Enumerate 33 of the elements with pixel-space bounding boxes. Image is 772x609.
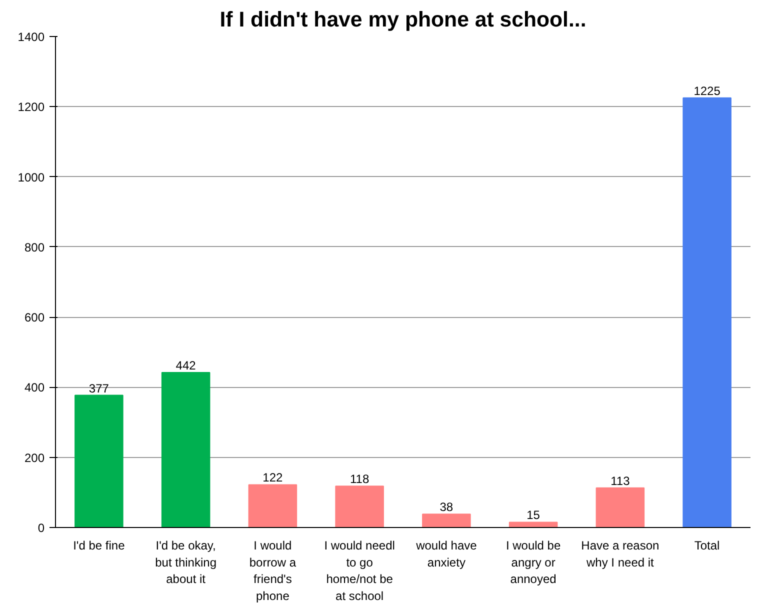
bar bbox=[248, 484, 298, 528]
y-tick-label: 200 bbox=[24, 450, 45, 465]
x-tick-label: would have anxiety bbox=[415, 538, 478, 570]
y-tick-label: 1000 bbox=[18, 170, 45, 184]
data-label: 122 bbox=[262, 470, 284, 485]
x-tick-label: I would be angry or annoyed bbox=[506, 538, 561, 586]
bar bbox=[335, 486, 384, 528]
y-tick-label: 600 bbox=[24, 310, 45, 325]
bar bbox=[422, 514, 471, 528]
x-tick-label: I'd be fine bbox=[73, 538, 126, 552]
bar bbox=[508, 522, 558, 528]
y-tick-label: 0 bbox=[38, 521, 45, 535]
y-tick-label: 800 bbox=[24, 240, 45, 254]
y-tick-label: 400 bbox=[24, 380, 45, 395]
data-label: 113 bbox=[610, 474, 630, 488]
x-tick-label: I'd be okay, but thinking about it bbox=[155, 538, 217, 586]
data-label: 15 bbox=[526, 508, 540, 522]
bar bbox=[161, 372, 210, 528]
data-label: 1225 bbox=[694, 84, 721, 98]
bar bbox=[682, 97, 732, 528]
y-tick-label: 1400 bbox=[18, 30, 45, 44]
data-label: 118 bbox=[350, 472, 370, 486]
bar bbox=[74, 394, 124, 528]
chart-title: If I didn't have my phone at school... bbox=[220, 8, 586, 32]
x-tick-label: I would borrow a friend's phone bbox=[249, 538, 296, 603]
data-label: 442 bbox=[176, 358, 196, 372]
data-label: 377 bbox=[88, 381, 110, 396]
x-tick-label: I would needl to go home/not be at school bbox=[324, 538, 395, 603]
x-tick-label: Have a reason why I need it bbox=[581, 538, 660, 570]
y-tick-label: 1200 bbox=[18, 100, 45, 114]
x-tick-label: Total bbox=[694, 538, 720, 552]
data-label: 38 bbox=[440, 500, 454, 514]
bar bbox=[596, 487, 645, 528]
